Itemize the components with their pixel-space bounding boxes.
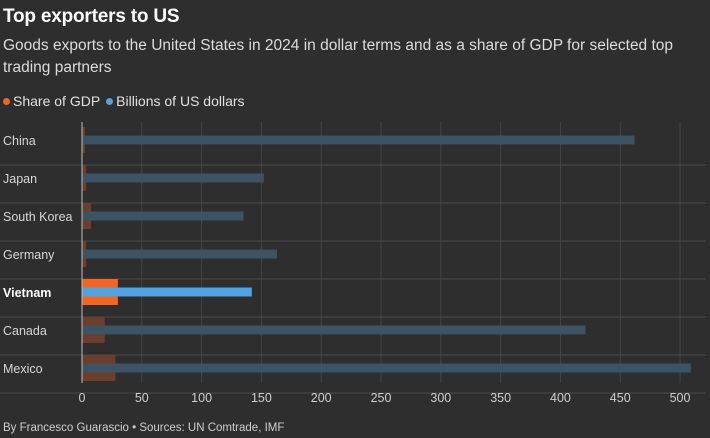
- bar-billions-usd-south-korea: [82, 211, 244, 221]
- legend-swatch-share-gdp: [3, 97, 10, 105]
- chart-subtitle: Goods exports to the United States in 20…: [3, 37, 674, 76]
- bar-billions-usd-china: [82, 135, 635, 145]
- legend-item-share-gdp: Share of GDP: [3, 93, 100, 109]
- x-tick-label-100: 100: [191, 391, 212, 405]
- x-tick-label-500: 500: [670, 391, 691, 405]
- category-label-germany: Germany: [3, 248, 55, 262]
- x-tick-label-0: 0: [79, 391, 86, 405]
- category-label-vietnam: Vietnam: [3, 286, 51, 300]
- legend-label-billions-usd: Billions of US dollars: [116, 93, 245, 109]
- category-label-canada: Canada: [3, 324, 47, 338]
- bar-billions-usd-vietnam: [82, 287, 252, 297]
- bar-billions-usd-mexico: [82, 363, 691, 373]
- legend-item-billions-usd: Billions of US dollars: [106, 93, 245, 109]
- bar-chart: China Japan South Korea Germany Vietnam Canad…: [0, 122, 706, 405]
- category-label-south-korea: South Korea: [3, 210, 73, 224]
- x-tick-label-50: 50: [135, 391, 149, 405]
- bar-billions-usd-germany: [82, 249, 277, 259]
- x-tick-label-200: 200: [311, 391, 332, 405]
- legend-swatch-billions-usd: [106, 97, 114, 105]
- category-label-china: China: [3, 134, 36, 148]
- source-footer: By Francesco Guarascio • Sources: UN Com…: [3, 422, 285, 434]
- category-label-japan: Japan: [3, 172, 37, 186]
- x-tick-label-450: 450: [610, 391, 631, 405]
- x-tick-label-400: 400: [550, 391, 571, 405]
- x-tick-label-250: 250: [371, 391, 392, 405]
- x-tick-label-350: 350: [490, 391, 511, 405]
- legend-label-share-gdp: Share of GDP: [13, 93, 101, 109]
- bar-billions-usd-japan: [82, 173, 264, 183]
- x-tick-label-300: 300: [430, 391, 451, 405]
- category-label-mexico: Mexico: [3, 362, 43, 376]
- bar-billions-usd-canada: [82, 325, 586, 335]
- chart-legend: Share of GDP Billions of US dollars: [3, 93, 251, 109]
- x-tick-label-150: 150: [251, 391, 272, 405]
- chart-title: Top exporters to US: [3, 6, 180, 27]
